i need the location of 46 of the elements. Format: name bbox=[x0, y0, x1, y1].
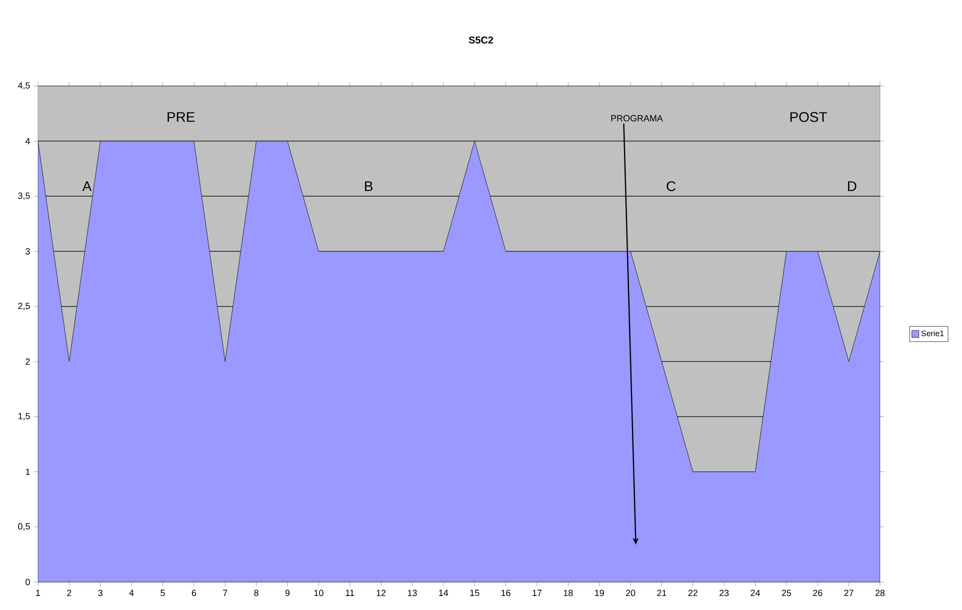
x-tick-label: 26 bbox=[813, 590, 822, 596]
y-tick-label: 4 bbox=[25, 138, 30, 144]
annotation: PROGRAMA bbox=[611, 115, 663, 122]
y-tick-label: 3,5 bbox=[18, 192, 30, 200]
x-tick-label: 20 bbox=[626, 590, 636, 596]
x-tick-label: 25 bbox=[782, 590, 792, 596]
x-tick-label: 16 bbox=[501, 590, 510, 596]
x-tick-label: 13 bbox=[408, 590, 417, 596]
annotation: POST bbox=[790, 112, 827, 122]
annotation: PRE bbox=[168, 112, 195, 122]
x-tick-label: 1 bbox=[36, 590, 40, 596]
x-tick-label: 3 bbox=[98, 590, 102, 596]
y-tick-label: 4,5 bbox=[18, 82, 30, 90]
x-tick-label: 2 bbox=[67, 590, 72, 596]
x-tick-label: 12 bbox=[376, 590, 386, 596]
y-tick-label: 0 bbox=[26, 578, 30, 586]
x-tick-label: 9 bbox=[285, 590, 290, 596]
x-tick-label: 14 bbox=[439, 590, 448, 596]
x-tick-label: 24 bbox=[750, 590, 760, 596]
x-tick-label: 28 bbox=[875, 590, 885, 596]
y-tick-label: 1 bbox=[26, 468, 30, 475]
annotation: C bbox=[666, 181, 676, 192]
x-tick-label: 18 bbox=[564, 590, 573, 596]
x-tick-label: 5 bbox=[160, 590, 165, 596]
x-tick-label: 21 bbox=[657, 590, 666, 596]
y-tick-label: 2 bbox=[26, 358, 30, 365]
x-tick-label: 11 bbox=[346, 590, 354, 596]
x-tick-label: 27 bbox=[844, 590, 854, 596]
x-tick-label: 4 bbox=[129, 590, 134, 596]
x-tick-label: 19 bbox=[595, 590, 604, 596]
x-tick-label: 10 bbox=[314, 590, 324, 596]
annotation: D bbox=[848, 181, 856, 191]
x-tick-label: 6 bbox=[192, 590, 196, 596]
annotation: A bbox=[82, 181, 92, 191]
annotation: B bbox=[365, 181, 372, 191]
y-tick-label: 2,5 bbox=[18, 302, 30, 310]
y-tick-label: 0,5 bbox=[18, 523, 30, 531]
chart-title: S5C2 bbox=[468, 36, 494, 44]
x-tick-label: 15 bbox=[470, 590, 480, 596]
y-tick-label: 3 bbox=[26, 248, 30, 255]
x-tick-label: 23 bbox=[720, 590, 729, 596]
y-tick-label: 1,5 bbox=[18, 413, 30, 420]
x-tick-label: 8 bbox=[254, 590, 258, 596]
x-tick-label: 7 bbox=[223, 590, 228, 596]
x-tick-label: 17 bbox=[532, 590, 542, 596]
x-tick-label: 22 bbox=[688, 590, 698, 596]
